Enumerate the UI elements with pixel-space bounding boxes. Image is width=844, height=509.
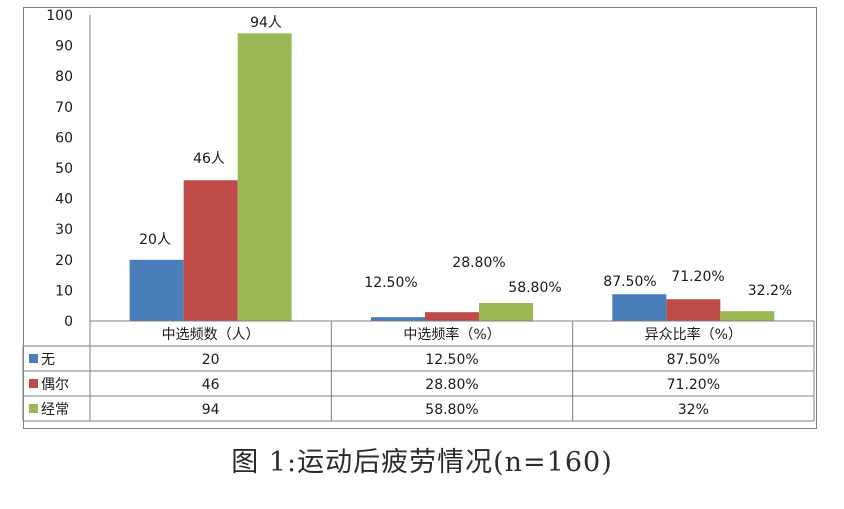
bar-无 (612, 294, 667, 321)
category-label: 异众比率（%） (645, 326, 742, 343)
legend-key-偶尔 (29, 379, 38, 388)
bar-经常 (237, 33, 292, 322)
data-label: 58.80% (508, 280, 561, 296)
legend-label: 无 (41, 352, 55, 368)
y-tick-label: 60 (55, 130, 73, 146)
category-label: 中选频数（人） (162, 327, 260, 343)
legend-key-经常 (29, 404, 38, 413)
category-label: 中选频率（%） (403, 326, 500, 343)
bar-经常 (479, 303, 533, 321)
table-cell: 94 (202, 402, 220, 418)
bar-无 (129, 259, 184, 321)
data-label: 12.50% (364, 275, 417, 291)
chart-frame (23, 7, 817, 429)
y-tick-label: 0 (64, 314, 73, 330)
data-label: 46人 (193, 151, 225, 167)
legend-label: 经常 (41, 402, 69, 418)
table-cell: 32% (678, 402, 709, 418)
y-tick-label: 70 (55, 100, 73, 116)
table-cell: 46 (202, 377, 220, 393)
data-label: 71.20% (671, 269, 724, 285)
data-label: 28.80% (452, 255, 505, 271)
data-label: 32.2% (748, 283, 792, 299)
legend-key-无 (29, 354, 38, 363)
y-tick-label: 20 (55, 253, 73, 269)
y-tick-label: 30 (55, 222, 73, 238)
y-tick-label: 50 (55, 161, 73, 177)
y-tick-label: 40 (55, 192, 73, 208)
table-cell: 12.50% (425, 352, 478, 368)
table-cell: 87.50% (667, 352, 720, 368)
bar-偶尔 (425, 312, 479, 321)
data-label: 87.50% (603, 274, 656, 290)
table-cell: 58.80% (425, 402, 478, 418)
bar-经常 (720, 311, 775, 321)
table-cell: 71.20% (667, 377, 720, 393)
table-cell: 28.80% (425, 377, 478, 393)
y-tick-label: 90 (55, 39, 73, 55)
y-tick-label: 80 (55, 69, 73, 85)
data-label: 20人 (139, 232, 171, 248)
y-tick-label: 10 (55, 283, 73, 299)
table-cell: 20 (202, 352, 220, 368)
y-tick-label: 100 (46, 8, 73, 24)
bar-偶尔 (666, 299, 721, 321)
data-label: 94人 (250, 15, 282, 31)
bar-无 (371, 317, 425, 321)
figure-caption: 图 1:运动后疲劳情况(n=160) (231, 447, 613, 478)
legend-label: 偶尔 (41, 377, 69, 393)
bar-偶尔 (183, 180, 238, 321)
